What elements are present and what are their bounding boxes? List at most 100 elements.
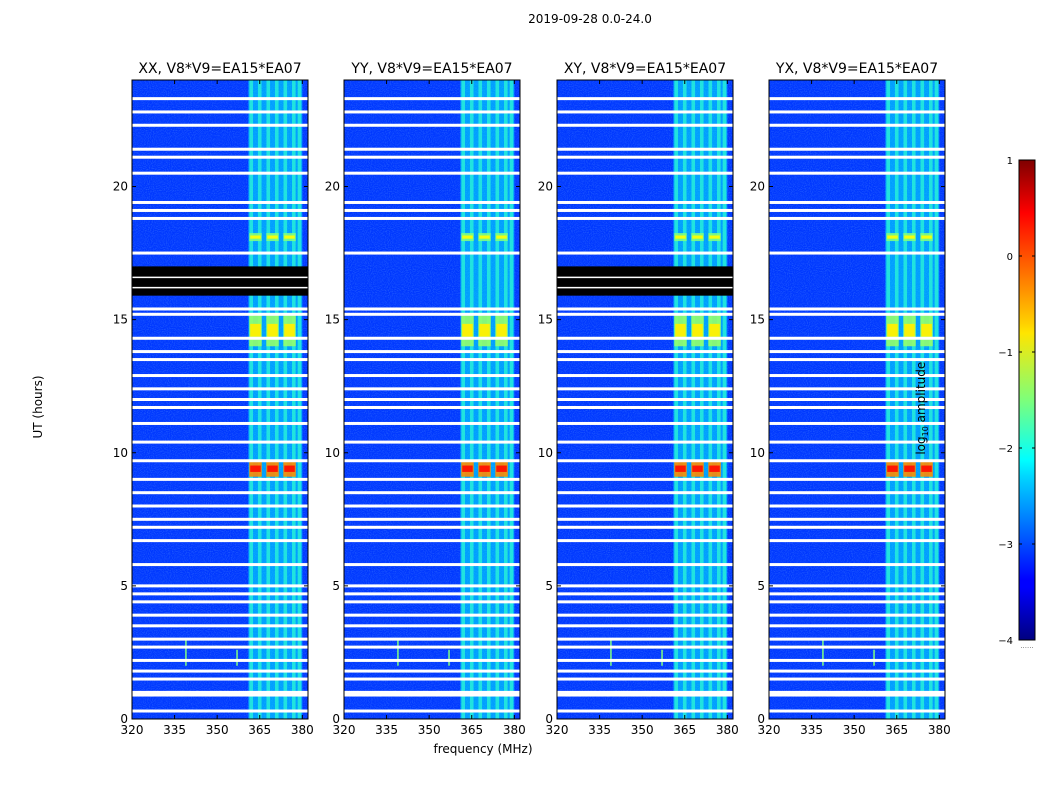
rfi-peak-0-core-0 xyxy=(462,465,473,472)
dark-band-line-1 xyxy=(132,286,308,289)
rfi-peak-2-core-2 xyxy=(904,235,915,239)
rfi-peak-2-core-0 xyxy=(250,235,261,239)
flagged-row-27 xyxy=(769,358,945,362)
flagged-row-21 xyxy=(769,440,945,444)
flagged-row-27 xyxy=(132,358,308,362)
flagged-row-13 xyxy=(557,563,733,567)
flagged-row-26 xyxy=(557,374,733,378)
x-tick-label: 335 xyxy=(163,723,186,737)
x-tick-label: 365 xyxy=(673,723,696,737)
rfi-peak-1-core-0 xyxy=(462,323,473,337)
flagged-row-18 xyxy=(557,491,733,495)
dark-flag-band xyxy=(557,266,733,296)
panel-plot-area xyxy=(557,80,733,719)
flagged-row-18 xyxy=(769,491,945,495)
flagged-row-6 xyxy=(769,645,945,649)
flagged-row-30 xyxy=(557,312,733,316)
flagged-row-21 xyxy=(557,440,733,444)
flagged-row-38 xyxy=(557,147,733,151)
flagged-row-14 xyxy=(132,539,308,543)
flagged-row-35 xyxy=(769,200,945,204)
flagged-row-34 xyxy=(344,208,520,212)
flagged-row-32 xyxy=(557,251,733,255)
colorbar-label-sub: 10 xyxy=(921,426,931,437)
y-tick-label: 20 xyxy=(750,180,765,194)
flagged-row-5 xyxy=(557,658,733,662)
flagged-row-10 xyxy=(557,600,733,604)
flagged-row-23 xyxy=(132,405,308,409)
panel-frame xyxy=(556,79,734,720)
flagged-row-4 xyxy=(557,669,733,673)
x-tick-label: 350 xyxy=(843,723,866,737)
flagged-row-0 xyxy=(344,709,520,713)
rfi-peak-0-core-2 xyxy=(479,465,490,472)
x-tick-label: 380 xyxy=(928,723,951,737)
y-tick-label: 20 xyxy=(325,180,340,194)
flagged-row-36 xyxy=(132,171,308,175)
flagged-row-24 xyxy=(557,398,733,401)
rfi-peak-0-core-4 xyxy=(284,465,295,472)
flagged-row-20 xyxy=(344,459,520,463)
rfi-peak-1-core-4 xyxy=(921,323,932,337)
flagged-row-16 xyxy=(132,517,308,521)
flagged-row-23 xyxy=(344,405,520,409)
panel-title: XY, V8*V9=EA15*EA07 xyxy=(564,61,726,77)
colorbar-tick-label: −3 xyxy=(998,540,1013,551)
dark-band-line-1 xyxy=(557,286,733,289)
flagged-row-28 xyxy=(344,350,520,354)
flagged-row-27 xyxy=(344,358,520,362)
rfi-peak-0-core-4 xyxy=(921,465,932,472)
panel-1: XX, V8*V9=EA15*EA07 320 335 350 365 380 0 5 10 15… xyxy=(113,61,314,737)
rfi-peak-2-core-2 xyxy=(267,235,278,239)
flagged-row-37 xyxy=(769,155,945,159)
rfi-peak-1-core-2 xyxy=(904,323,915,337)
flagged-row-25 xyxy=(557,387,733,391)
flagged-row-11 xyxy=(132,592,308,596)
flagged-row-38 xyxy=(769,147,945,151)
x-tick-label: 335 xyxy=(375,723,398,737)
flagged-row-36 xyxy=(344,171,520,175)
flagged-row-39 xyxy=(344,123,520,127)
flagged-row-0 xyxy=(557,709,733,713)
y-tick-label: 10 xyxy=(113,446,128,460)
rfi-peak-2-core-0 xyxy=(887,235,898,239)
flagged-row-31 xyxy=(344,307,520,311)
flagged-row-35 xyxy=(344,200,520,204)
flagged-row-7 xyxy=(344,637,520,641)
flagged-row-15 xyxy=(769,525,945,529)
flagged-row-1 xyxy=(344,693,520,697)
flagged-row-7 xyxy=(132,637,308,641)
x-axis-label: frequency (MHz) xyxy=(433,742,533,756)
rfi-peak-2-core-2 xyxy=(692,235,703,239)
flagged-row-10 xyxy=(132,600,308,604)
flagged-row-0 xyxy=(769,709,945,713)
flagged-row-14 xyxy=(344,539,520,543)
flagged-row-4 xyxy=(344,669,520,673)
rfi-peak-1-core-2 xyxy=(479,323,490,337)
dark-band-line-0 xyxy=(132,276,308,279)
flagged-row-23 xyxy=(769,405,945,409)
x-tick-label: 365 xyxy=(248,723,271,737)
flagged-row-2 xyxy=(132,690,308,694)
flagged-row-11 xyxy=(557,592,733,596)
flagged-row-5 xyxy=(132,658,308,662)
flagged-row-3 xyxy=(557,677,733,681)
flagged-row-27 xyxy=(557,358,733,362)
x-tick-label: 350 xyxy=(631,723,654,737)
flagged-row-7 xyxy=(557,637,733,641)
y-tick-label: 0 xyxy=(332,712,340,726)
rfi-peak-1-core-2 xyxy=(267,323,278,337)
y-tick-label: 20 xyxy=(113,180,128,194)
flagged-row-9 xyxy=(769,613,945,617)
rfi-peak-0-core-2 xyxy=(267,465,278,472)
flagged-row-6 xyxy=(557,645,733,649)
y-tick-label: 15 xyxy=(538,313,553,327)
flagged-row-37 xyxy=(132,155,308,159)
rfi-peak-2-core-0 xyxy=(675,235,686,239)
y-tick-label: 10 xyxy=(538,446,553,460)
flagged-row-41 xyxy=(769,97,945,101)
flagged-row-3 xyxy=(769,677,945,681)
flagged-row-13 xyxy=(132,563,308,567)
flagged-row-29 xyxy=(769,336,945,340)
flagged-row-14 xyxy=(769,539,945,543)
